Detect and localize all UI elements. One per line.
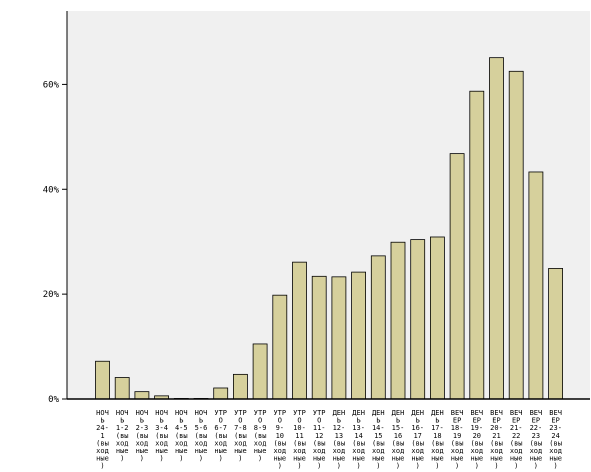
bar (489, 57, 504, 400)
x-tick-label: УТР О 10-11 (вы ход ные) (293, 409, 306, 470)
y-tick-label: 40% (43, 185, 60, 195)
y-tick-label: 60% (43, 80, 60, 90)
bar (252, 343, 268, 400)
bar (272, 294, 288, 400)
x-tick-label: НОЧ Ь 24-1 (вы ход ные) (96, 409, 109, 470)
bars (95, 57, 563, 400)
bar (114, 377, 130, 400)
x-tick-label: НОЧ Ь 2-3 (вы ход ные) (136, 409, 149, 463)
x-tick-label: УТР О 11-12 (вы ход ные) (313, 409, 326, 470)
x-tick-label: ДЕН Ь 17-18 (вы ход ные) (431, 409, 444, 470)
x-tick-label: НОЧ Ь 4-5 (вы ход ные) (175, 409, 188, 463)
bar (528, 171, 544, 400)
bar (311, 275, 327, 400)
bar (429, 236, 445, 400)
bar (331, 276, 347, 400)
x-tick-label: НОЧ Ь 5-6 (вы ход ные) (195, 409, 208, 463)
x-tick-label: УТР О 8-9 (вы ход ные) (254, 409, 267, 463)
bar (449, 153, 465, 400)
x-tick-label: ДЕН Ь 16-17 (вы ход ные) (411, 409, 424, 470)
bar (410, 239, 426, 400)
bar (213, 387, 229, 400)
x-tick-label: ДЕН Ь 14-15 (вы ход ные) (372, 409, 385, 470)
y-tick-label: 0% (48, 395, 59, 405)
x-axis-category-labels: НОЧ Ь 24-1 (вы ход ные) НОЧ Ь 1-2 (вы ход ные) НОЧ Ь 2… (96, 409, 562, 470)
bar (548, 268, 563, 400)
bar (351, 271, 367, 400)
x-tick-label: ДЕН Ь 13-14 (вы ход ные) (352, 409, 365, 470)
x-tick-label: НОЧ Ь 3-4 (вы ход ные) (155, 409, 168, 463)
x-tick-label: ВЕЧ ЕР 20-21 (вы ход ные) (490, 409, 503, 470)
bar (370, 255, 386, 400)
x-tick-label: ВЕЧ ЕР 21-22 (вы ход ные) (510, 409, 523, 470)
x-tick-label: ВЕЧ ЕР 23-24 (вы ход ные) (549, 409, 562, 470)
bar (232, 373, 248, 400)
x-tick-label: ДЕН Ь 12-13 (вы ход ные) (333, 409, 346, 470)
bar (469, 90, 485, 400)
x-tick-label: УТР О 6-7 (вы ход ные) (214, 409, 227, 463)
x-tick-label: ДЕН Ь 15-16 (вы ход ные) (392, 409, 405, 470)
x-tick-label: УТР О 7-8 (вы ход ные) (234, 409, 247, 463)
bar (292, 261, 307, 400)
x-tick-label: ВЕЧ ЕР 19-20 (вы ход ные) (470, 409, 483, 470)
y-tick-label: 20% (43, 290, 60, 300)
x-tick-label: ВЕЧ ЕР 22-23 (вы ход ные) (530, 409, 543, 470)
bar (134, 391, 150, 400)
bar (95, 360, 110, 400)
y-axis-ticks: 0% 20% 40% 60% (43, 80, 67, 405)
bar (390, 241, 406, 400)
x-tick-label: ВЕЧ ЕР 18-19 (вы ход ные) (451, 409, 464, 470)
bar (508, 70, 524, 400)
x-tick-label: НОЧ Ь 1-2 (вы ход ные) (116, 409, 129, 463)
x-tick-label: УТР О 9-10 (вы ход ные) (273, 409, 286, 470)
